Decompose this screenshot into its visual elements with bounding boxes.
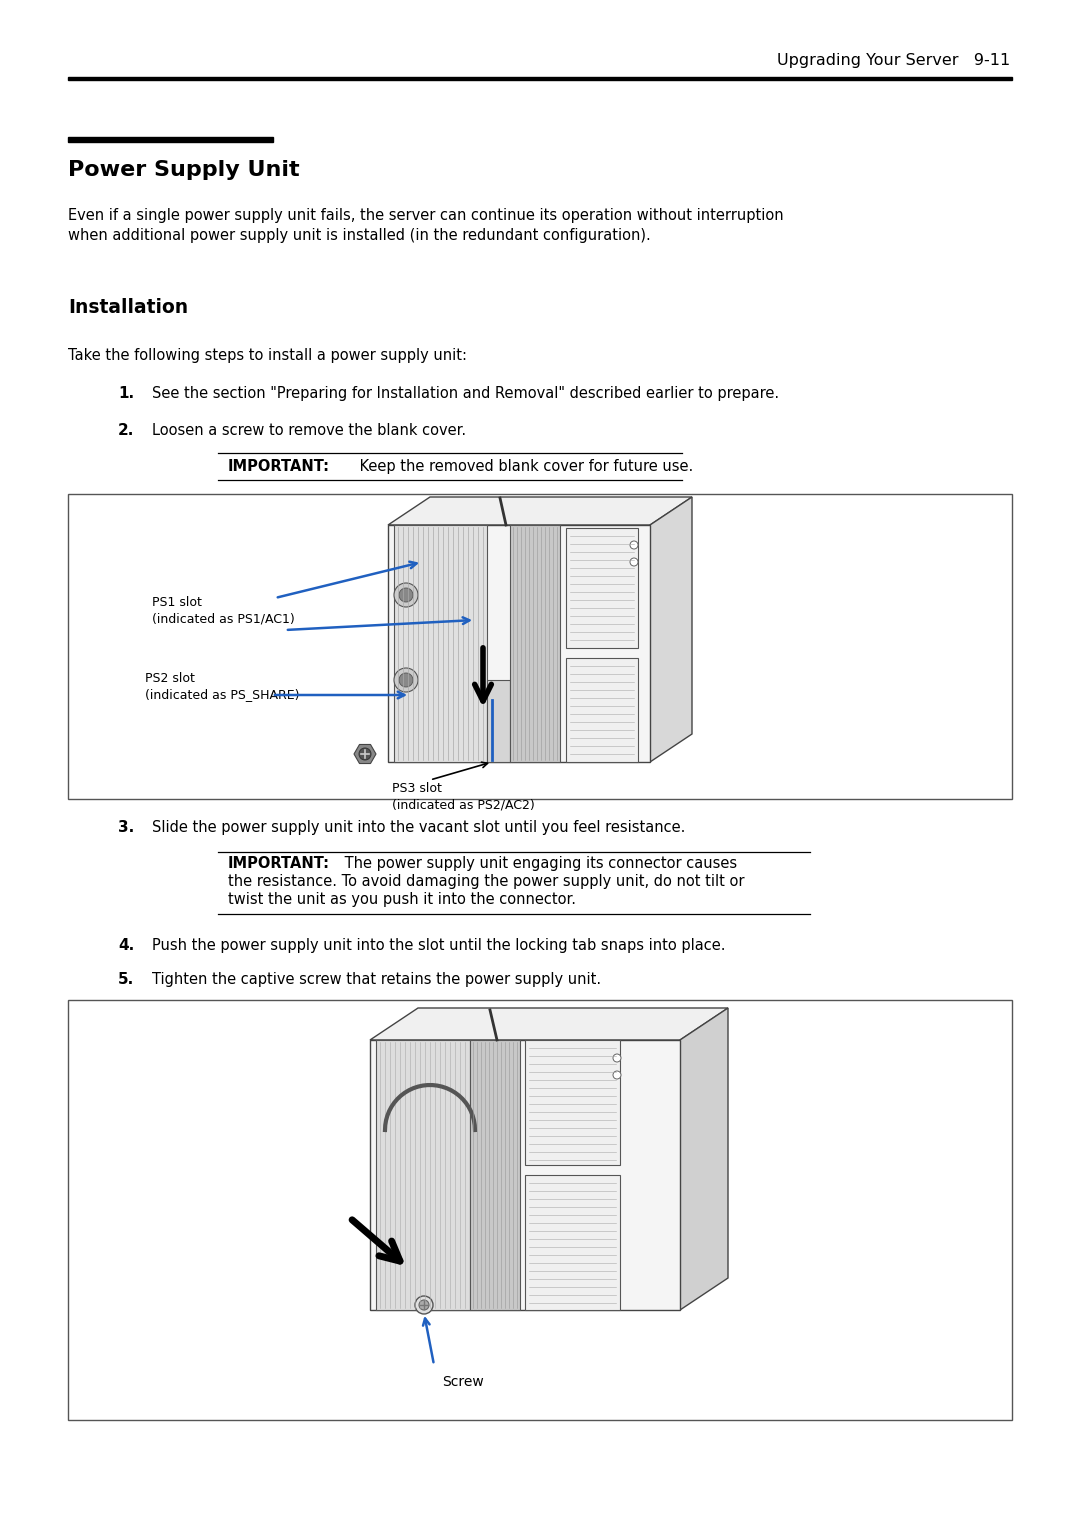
Bar	[68, 76, 1012, 79]
Text: (indicated as PS_SHARE): (indicated as PS_SHARE)	[145, 688, 299, 700]
Bar	[470, 1041, 519, 1309]
Circle shape	[415, 1296, 433, 1314]
Bar	[566, 658, 638, 761]
Text: twist the unit as you push it into the connector.: twist the unit as you push it into the c…	[228, 893, 576, 906]
Circle shape	[394, 668, 418, 691]
Bar	[68, 137, 273, 142]
Text: PS3 slot: PS3 slot	[392, 781, 442, 795]
Text: Push the power supply unit into the slot until the locking tab snaps into place.: Push the power supply unit into the slot…	[152, 938, 726, 954]
Text: See the section "Preparing for Installation and Removal" described earlier to pr: See the section "Preparing for Installat…	[152, 386, 779, 401]
Text: IMPORTANT:: IMPORTANT:	[228, 459, 330, 475]
Text: Installation: Installation	[68, 298, 188, 317]
Circle shape	[613, 1054, 621, 1062]
Text: 5.: 5.	[118, 972, 134, 987]
Polygon shape	[388, 525, 650, 761]
Bar	[376, 1041, 470, 1309]
Bar	[510, 525, 561, 761]
Polygon shape	[370, 1009, 728, 1041]
Bar	[566, 528, 638, 649]
Text: Slide the power supply unit into the vacant slot until you feel resistance.: Slide the power supply unit into the vac…	[152, 819, 686, 835]
Text: 2.: 2.	[118, 423, 134, 438]
Polygon shape	[650, 497, 692, 761]
Text: PS1 slot: PS1 slot	[152, 597, 202, 609]
Circle shape	[630, 559, 638, 566]
Polygon shape	[354, 745, 376, 763]
Bar	[487, 681, 510, 761]
Text: Even if a single power supply unit fails, the server can continue its operation : Even if a single power supply unit fails…	[68, 208, 784, 223]
Text: Take the following steps to install a power supply unit:: Take the following steps to install a po…	[68, 348, 467, 363]
Bar	[68, 494, 1012, 800]
Bar	[525, 1041, 620, 1164]
Text: Upgrading Your Server   9-11: Upgrading Your Server 9-11	[777, 52, 1010, 67]
Text: Power Supply Unit: Power Supply Unit	[68, 160, 299, 180]
Polygon shape	[388, 497, 692, 525]
Text: the resistance. To avoid damaging the power supply unit, do not tilt or: the resistance. To avoid damaging the po…	[228, 874, 744, 890]
Text: Tighten the captive screw that retains the power supply unit.: Tighten the captive screw that retains t…	[152, 972, 602, 987]
Text: 3.: 3.	[118, 819, 134, 835]
Text: Loosen a screw to remove the blank cover.: Loosen a screw to remove the blank cover…	[152, 423, 467, 438]
Polygon shape	[680, 1009, 728, 1309]
Circle shape	[419, 1300, 429, 1309]
Text: 4.: 4.	[118, 938, 134, 954]
Text: PS2 slot: PS2 slot	[145, 671, 194, 685]
Circle shape	[394, 583, 418, 607]
Circle shape	[399, 588, 413, 601]
Text: IMPORTANT:: IMPORTANT:	[228, 856, 330, 871]
Circle shape	[630, 542, 638, 549]
Circle shape	[359, 748, 372, 760]
Circle shape	[613, 1071, 621, 1079]
Text: 1.: 1.	[118, 386, 134, 401]
Bar	[68, 1000, 1012, 1421]
Bar	[525, 1175, 620, 1309]
Text: Screw: Screw	[442, 1375, 484, 1389]
Text: (indicated as PS2/AC2): (indicated as PS2/AC2)	[392, 798, 535, 810]
Bar	[394, 525, 487, 761]
Text: (indicated as PS1/AC1): (indicated as PS1/AC1)	[152, 612, 295, 626]
Circle shape	[399, 673, 413, 687]
Text: Keep the removed blank cover for future use.: Keep the removed blank cover for future …	[355, 459, 693, 475]
Polygon shape	[370, 1041, 680, 1309]
Text: The power supply unit engaging its connector causes: The power supply unit engaging its conne…	[340, 856, 738, 871]
Text: when additional power supply unit is installed (in the redundant configuration).: when additional power supply unit is ins…	[68, 227, 651, 243]
